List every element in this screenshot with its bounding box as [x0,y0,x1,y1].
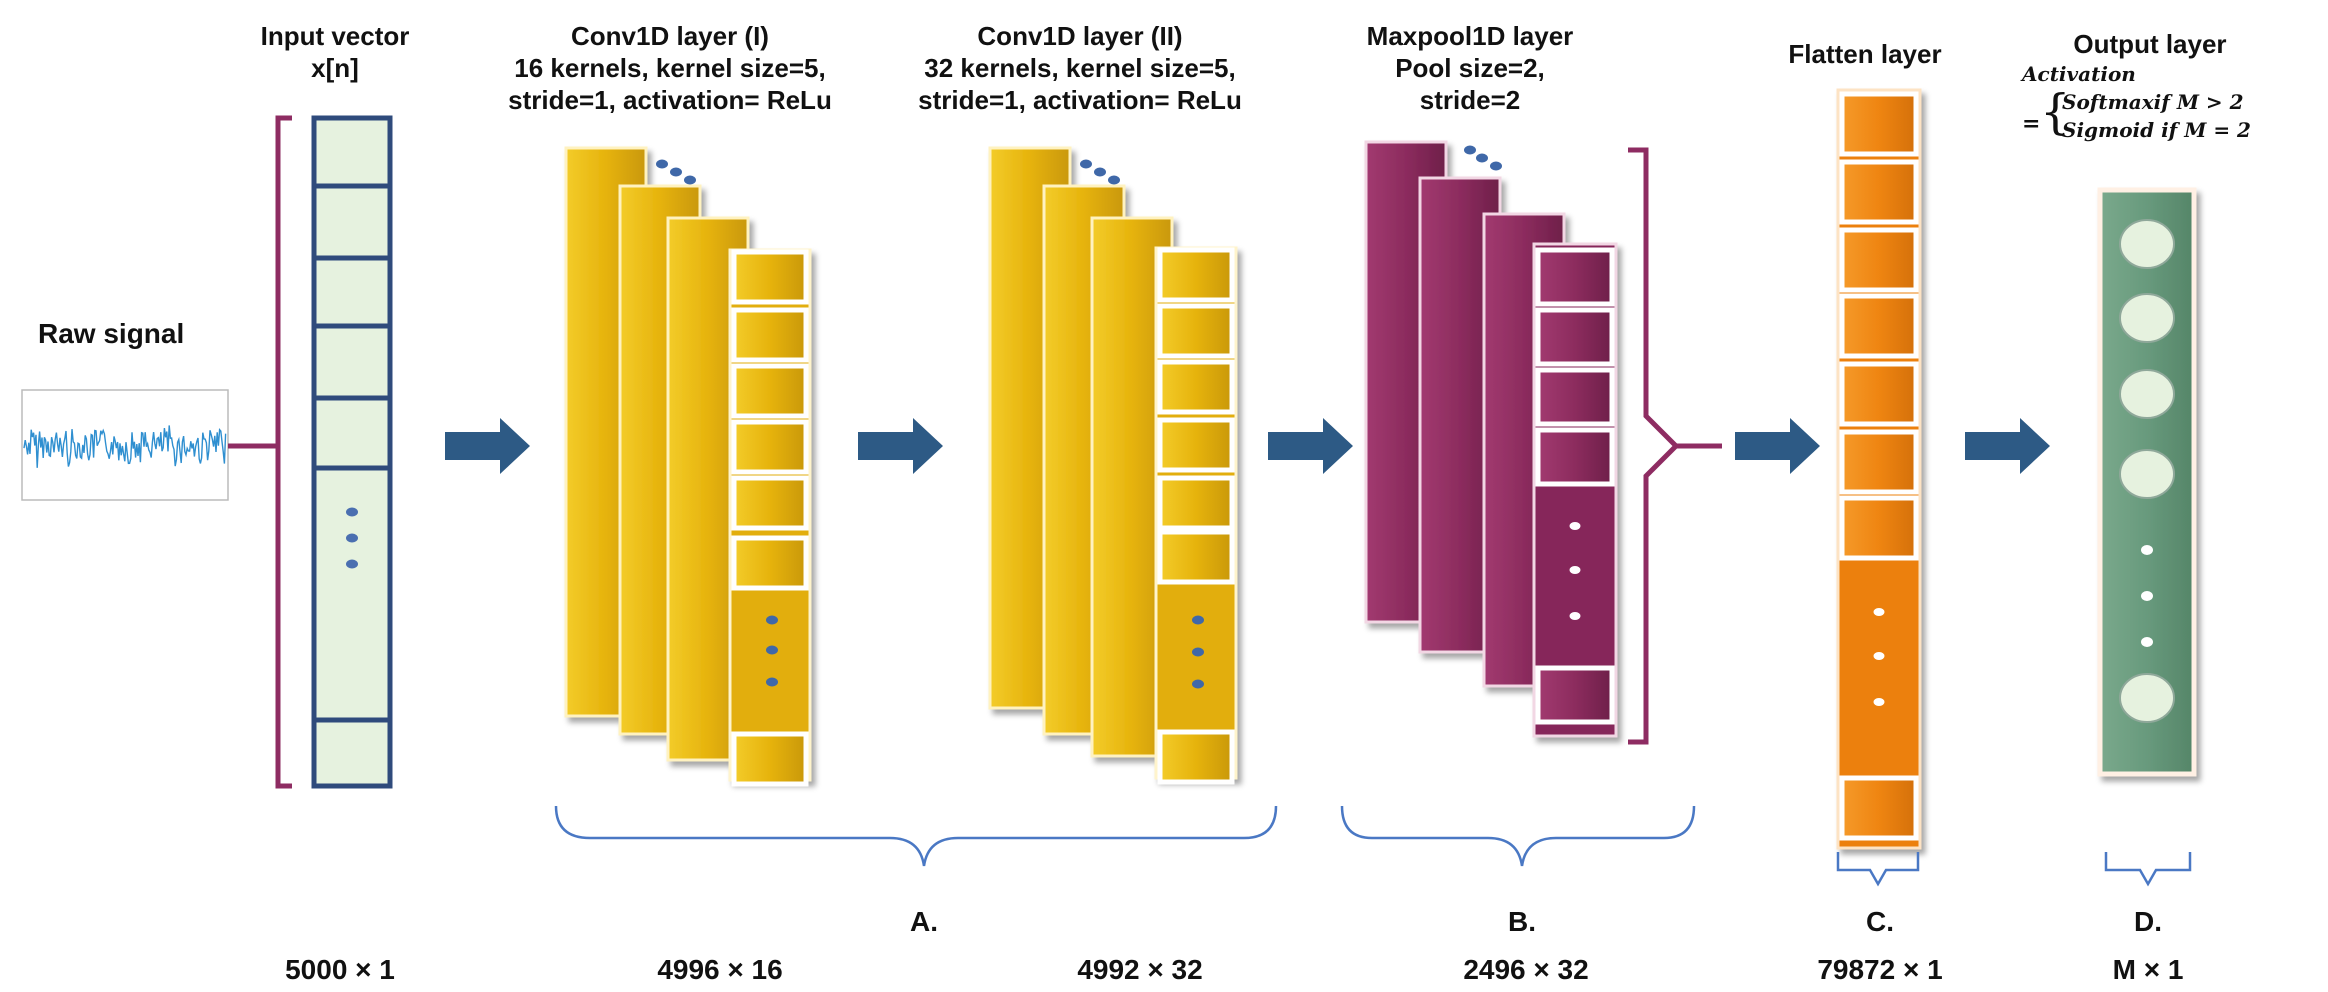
conv2-stack-dots [1080,159,1120,185]
brace-c [1836,852,1920,887]
input-vector-subtitle: x[n] [311,53,359,83]
output-dimension: M × 1 [2112,954,2184,985]
conv1-stack-dots [656,159,696,185]
section-b-label: B. [1508,906,1536,937]
maxpool-header: Maxpool1D layer Pool size=2, stride=2 [1330,20,1610,116]
layer-cell [1157,729,1235,785]
conv1-dimension: 4996 × 16 [657,954,783,985]
layer-cell [1535,665,1615,725]
maxpool-stride: stride=2 [1419,85,1521,115]
maxpool-title: Maxpool1D layer [1366,21,1574,51]
layer-cell [1839,159,1919,225]
output-node [2119,293,2175,343]
conv2-feature-maps [988,146,1174,758]
layer-cell [1157,359,1235,415]
input-vector-title: Input vector [260,21,410,51]
layer-cell [731,363,809,419]
layer-cell [731,249,809,305]
layer-cell [1839,495,1919,561]
section-d-label: D. [2134,906,2162,937]
layer-cell [1535,427,1615,487]
input-ellipsis-dots [346,507,358,569]
raw-signal-label: Raw signal [38,318,185,349]
conv2-front-column [1154,246,1238,785]
input-bracket [275,115,292,789]
layer-cell [1157,247,1235,303]
maxpool-bracket [1628,147,1680,745]
output-node [2119,449,2175,499]
arrow-conv1-to-conv2 [858,418,943,474]
output-column [2097,187,2197,777]
layer-cell [1839,227,1919,293]
input-dimension: 5000 × 1 [285,954,395,985]
conv1-feature-maps [564,146,750,762]
layer-cell [731,307,809,363]
layer-cell [1839,361,1919,427]
conv1-params: 16 kernels, kernel size=5, [514,53,826,83]
maxpool-pool-size: Pool size=2, [1395,53,1545,83]
brace-b [1340,805,1696,867]
arrow-flatten-to-output [1965,418,2050,474]
layer-cell [1535,247,1615,307]
output-title: Output layer [2073,29,2227,59]
output-node [2119,369,2175,419]
brace-d [2104,852,2192,887]
conv1-title: Conv1D layer (I) [571,21,769,51]
layer-cell [731,535,809,591]
layer-cell [731,731,809,787]
conv1-activation: stride=1, activation= ReLu [508,85,832,115]
layer-cell [1839,775,1919,841]
arrow-maxpool-to-flatten [1735,418,1820,474]
conv2-params: 32 kernels, kernel size=5, [924,53,1236,83]
activation-equals: = [2022,111,2041,137]
arrow-conv2-to-maxpool [1268,418,1353,474]
conv2-activation: stride=1, activation= ReLu [918,85,1242,115]
conv1-header: Conv1D layer (I) 16 kernels, kernel size… [460,20,880,116]
flatten-dimension: 79872 × 1 [1817,954,1943,985]
activation-case-sigmoid: Sigmoid if M = 2 [2062,118,2251,142]
output-node [2119,673,2175,723]
conv2-dimension: 4992 × 32 [1077,954,1203,985]
section-a-label: A. [910,906,938,937]
input-vector [311,115,393,789]
layer-cell [1839,429,1919,495]
maxpool-front-column [1532,242,1618,738]
flatten-title: Flatten layer [1788,39,1942,69]
output-node [2119,219,2175,269]
layer-cell [1157,529,1235,585]
activation-case-softmax: Softmaxif M > 2 [2062,90,2244,114]
layer-cell [731,419,809,475]
flatten-column [1836,88,1922,850]
conv2-header: Conv1D layer (II) 32 kernels, kernel siz… [870,20,1290,116]
maxpool-dimension: 2496 × 32 [1463,954,1589,985]
activation-label: Activation [2022,62,2136,86]
output-header: Output layer [2050,28,2250,60]
layer-cell [1839,293,1919,359]
conv2-title: Conv1D layer (II) [977,21,1183,51]
maxpool-stack-dots [1464,145,1502,171]
layer-cell [731,475,809,531]
flow-arrows [445,418,2050,474]
layer-cell [1535,367,1615,427]
section-c-label: C. [1866,906,1894,937]
flatten-header: Flatten layer [1755,38,1975,70]
layer-cell [1535,307,1615,367]
layer-cell [1157,303,1235,359]
arrow-input-to-conv1 [445,418,530,474]
conv1-front-column [728,248,812,787]
brace-a [554,805,1278,867]
layer-cell [1157,475,1235,531]
maxpool-feature-maps [1364,140,1566,688]
bottom-braces [554,805,2192,887]
activation-brace: { [2040,84,2071,140]
input-vector-header: Input vector x[n] [235,20,435,84]
layer-cell [1839,91,1919,157]
raw-signal-plot [21,389,229,501]
layer-cell [1157,417,1235,473]
